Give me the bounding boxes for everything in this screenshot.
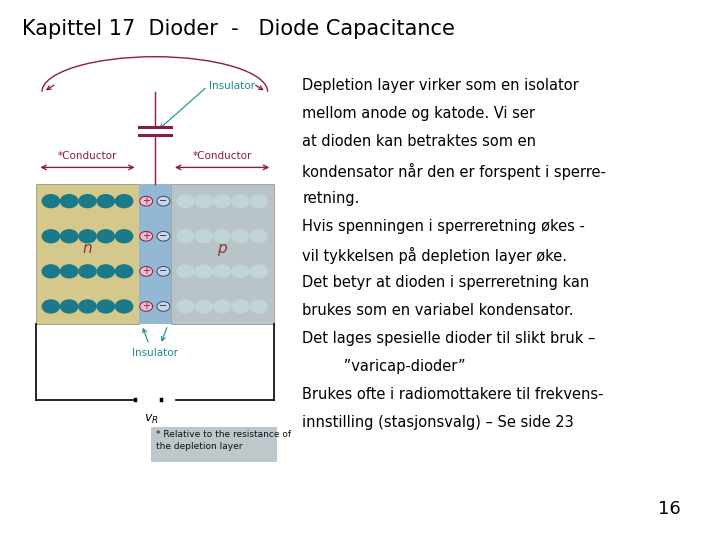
Circle shape [157,301,170,311]
Text: −: − [159,301,168,312]
Text: retning.: retning. [302,191,360,206]
Text: −: − [159,231,168,241]
Circle shape [195,300,212,313]
Circle shape [214,230,230,243]
Text: ”varicap-dioder”: ”varicap-dioder” [302,359,466,374]
Circle shape [115,194,132,207]
Circle shape [140,266,153,276]
Circle shape [214,194,230,207]
Text: +: + [142,196,150,206]
Text: +: + [142,301,150,312]
Circle shape [232,194,249,207]
Text: −: − [159,266,168,276]
Text: 16: 16 [658,501,681,518]
Circle shape [195,194,212,207]
Circle shape [115,230,132,243]
Circle shape [250,194,267,207]
Circle shape [79,230,96,243]
Circle shape [232,265,249,278]
Circle shape [250,300,267,313]
Text: Hvis spenningen i sperreretning økes -: Hvis spenningen i sperreretning økes - [302,219,585,234]
Circle shape [177,265,194,278]
Circle shape [97,300,114,313]
Bar [151,427,277,462]
Text: +: + [142,231,150,241]
Circle shape [232,230,249,243]
Circle shape [177,300,194,313]
Text: $v_R$: $v_R$ [144,413,158,426]
Text: mellom anode og katode. Vi ser: mellom anode og katode. Vi ser [302,106,536,122]
Text: vil tykkelsen på depletion layer øke.: vil tykkelsen på depletion layer øke. [302,247,567,264]
Bar [36,184,139,324]
Text: Kapittel 17  Dioder  -   Diode Capacitance: Kapittel 17 Dioder - Diode Capacitance [22,19,454,39]
Circle shape [195,230,212,243]
Circle shape [42,265,60,278]
Text: +: + [142,266,150,276]
Text: Insulator: Insulator [209,82,255,91]
Text: Det lages spesielle dioder til slikt bruk –: Det lages spesielle dioder til slikt bru… [302,331,595,346]
Circle shape [42,230,60,243]
Bar [139,184,171,324]
Circle shape [60,300,78,313]
Text: n: n [83,241,92,256]
Circle shape [60,230,78,243]
Circle shape [195,265,212,278]
Bar [171,184,274,324]
Text: Det betyr at dioden i sperreretning kan: Det betyr at dioden i sperreretning kan [302,275,590,290]
Circle shape [97,230,114,243]
Circle shape [232,300,249,313]
Text: Insulator: Insulator [132,348,178,359]
Circle shape [97,265,114,278]
Text: p: p [217,241,227,256]
Circle shape [60,265,78,278]
Circle shape [157,231,170,241]
Circle shape [42,300,60,313]
Text: *Conductor: *Conductor [58,151,117,161]
Circle shape [115,300,132,313]
Circle shape [140,231,153,241]
Circle shape [214,265,230,278]
Circle shape [42,194,60,207]
Circle shape [157,266,170,276]
Circle shape [157,196,170,206]
Text: *Conductor: *Conductor [192,151,252,161]
Text: * Relative to the resistance of: * Relative to the resistance of [156,430,291,439]
Circle shape [140,196,153,206]
Circle shape [177,194,194,207]
Text: brukes som en variabel kondensator.: brukes som en variabel kondensator. [302,303,574,318]
Text: kondensator når den er forspent i sperre-: kondensator når den er forspent i sperre… [302,163,606,180]
Circle shape [79,194,96,207]
Text: Brukes ofte i radiomottakere til frekvens-: Brukes ofte i radiomottakere til frekven… [302,387,604,402]
Circle shape [115,265,132,278]
Circle shape [79,265,96,278]
Circle shape [250,265,267,278]
Circle shape [79,300,96,313]
Circle shape [250,230,267,243]
Circle shape [214,300,230,313]
Text: the depletion layer: the depletion layer [156,442,242,451]
Circle shape [97,194,114,207]
Text: Depletion layer virker som en isolator: Depletion layer virker som en isolator [302,78,579,93]
Circle shape [60,194,78,207]
Text: at dioden kan betraktes som en: at dioden kan betraktes som en [302,134,536,150]
Circle shape [140,301,153,311]
Text: innstilling (stasjonsvalg) – Se side 23: innstilling (stasjonsvalg) – Se side 23 [302,415,574,430]
Text: −: − [159,196,168,206]
Circle shape [177,230,194,243]
